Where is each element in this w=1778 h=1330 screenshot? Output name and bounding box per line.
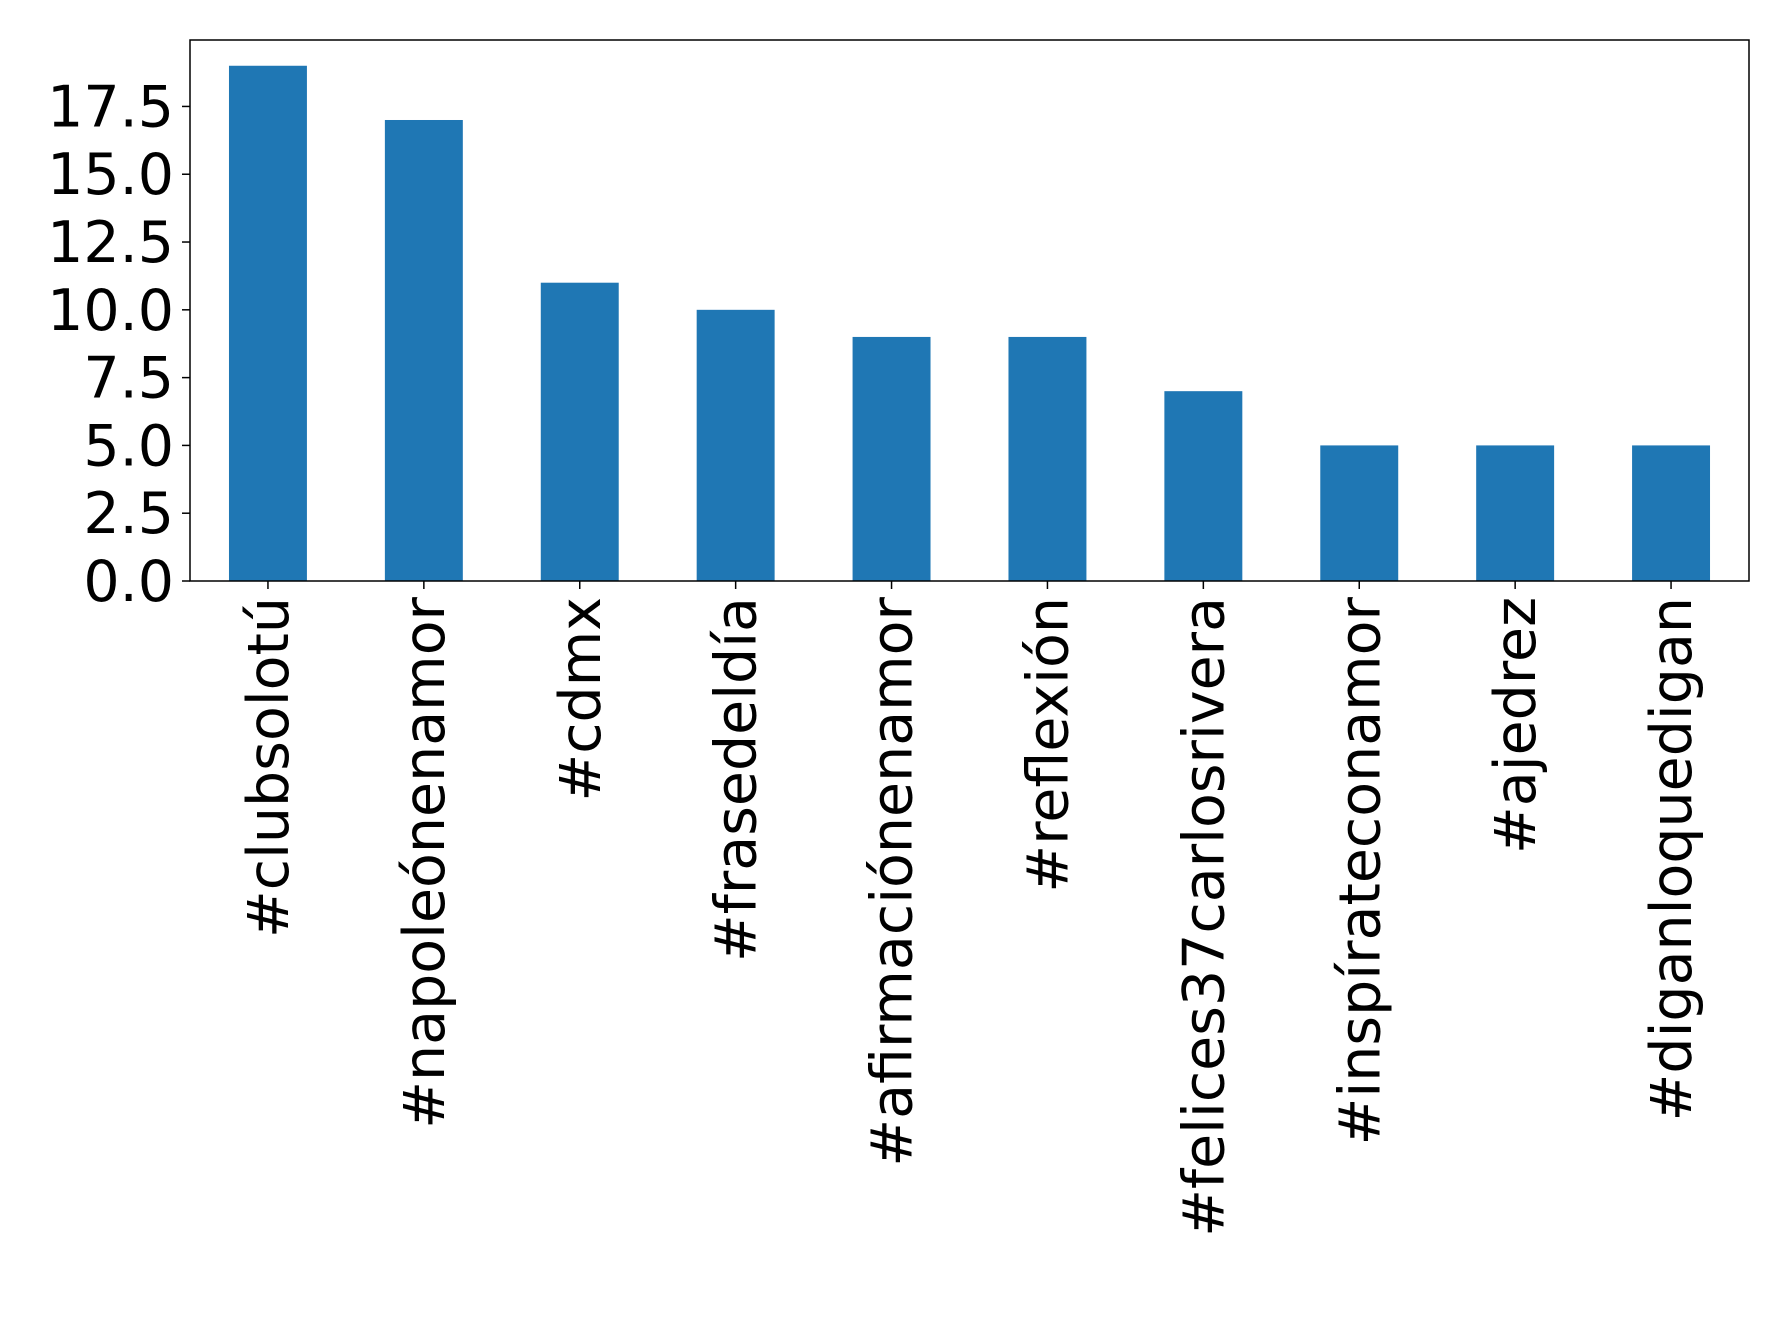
x-tick-label: #felices37carlosrivera (1171, 597, 1237, 1237)
bar (1008, 336, 1087, 581)
y-tick-label: 2.5 (83, 481, 174, 547)
x-tick-label: #diganloquedigan (1639, 597, 1705, 1121)
x-tick-label: #cdmx (548, 597, 614, 802)
bar (852, 336, 931, 581)
y-tick-label: 17.5 (47, 74, 174, 140)
bar (1164, 391, 1243, 581)
x-tick-label: #clubsolotú (236, 597, 302, 938)
bar (384, 119, 463, 581)
bar (228, 65, 307, 581)
bar (1632, 445, 1711, 581)
bar (1320, 445, 1399, 581)
x-tick-label: #reflexión (1015, 597, 1081, 893)
y-tick-label: 0.0 (83, 549, 174, 615)
y-tick-label: 7.5 (83, 346, 174, 412)
bar (696, 309, 775, 581)
x-tick-label: #inspírateconamor (1327, 596, 1393, 1145)
y-tick-label: 10.0 (47, 278, 174, 344)
y-tick-label: 15.0 (47, 142, 174, 208)
y-tick-label: 12.5 (47, 210, 174, 276)
x-tick-label: #frasedeldía (704, 597, 770, 962)
x-tick-label: #napoleónenamor (392, 596, 458, 1128)
plot-frame (189, 39, 1750, 582)
bar (1476, 445, 1555, 581)
y-tick-label: 5.0 (83, 413, 174, 479)
bar (540, 282, 619, 581)
x-tick-label: #ajedrez (1483, 597, 1549, 854)
x-tick-label: #afirmaciónenamor (860, 596, 926, 1166)
